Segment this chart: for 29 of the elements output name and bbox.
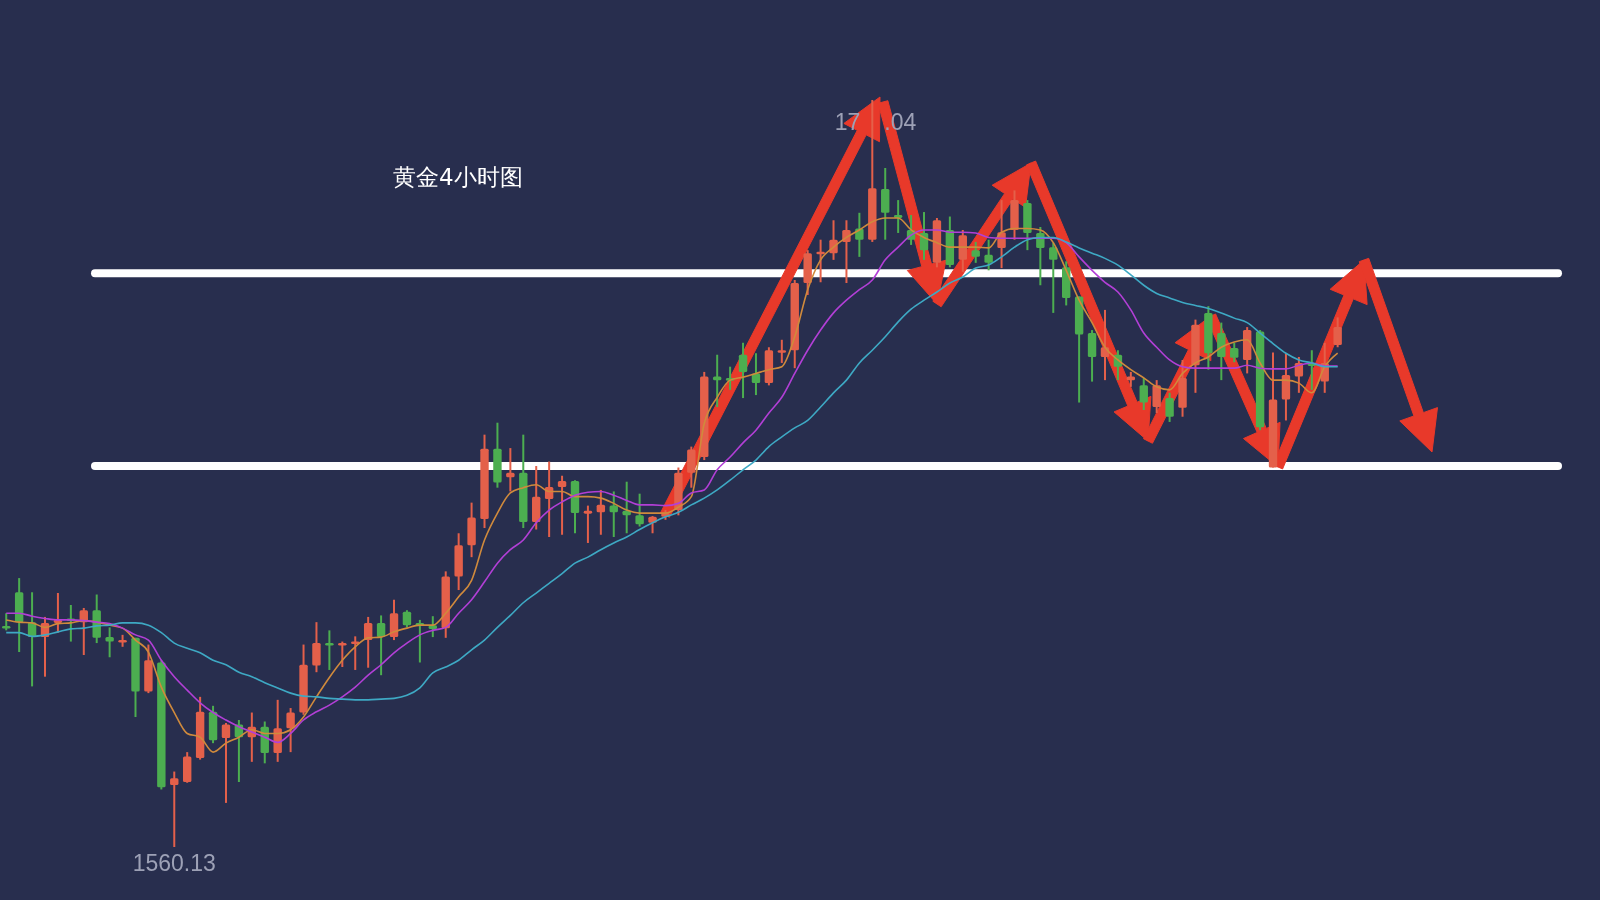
candlestick [1087, 329, 1097, 383]
candlestick [557, 474, 567, 536]
candlestick [777, 338, 787, 364]
candlestick [221, 722, 231, 804]
candlestick [712, 353, 722, 409]
candlestick [1165, 391, 1174, 423]
candlestick [881, 166, 890, 241]
candlestick [1036, 225, 1045, 287]
candlestick [1333, 316, 1342, 349]
text: 1560.13 [132, 850, 216, 876]
candlestick [1152, 379, 1161, 414]
candlestick [984, 238, 993, 272]
candlestick [338, 640, 347, 668]
candlestick [325, 629, 334, 671]
text: 黄金4小时图 [393, 164, 523, 190]
candlestick [105, 626, 114, 659]
candlestick [971, 240, 980, 264]
candlestick [855, 211, 864, 258]
candlestick [170, 770, 179, 848]
candlestick [738, 341, 748, 400]
candlestick [1139, 376, 1148, 412]
candlestick [1230, 341, 1239, 364]
candlestick [1217, 321, 1226, 382]
candlestick [583, 504, 593, 544]
candlestick [687, 445, 696, 489]
candlestick [1049, 241, 1058, 314]
candlestick [312, 621, 321, 674]
candlestick [635, 492, 644, 528]
candlestick [286, 707, 295, 754]
